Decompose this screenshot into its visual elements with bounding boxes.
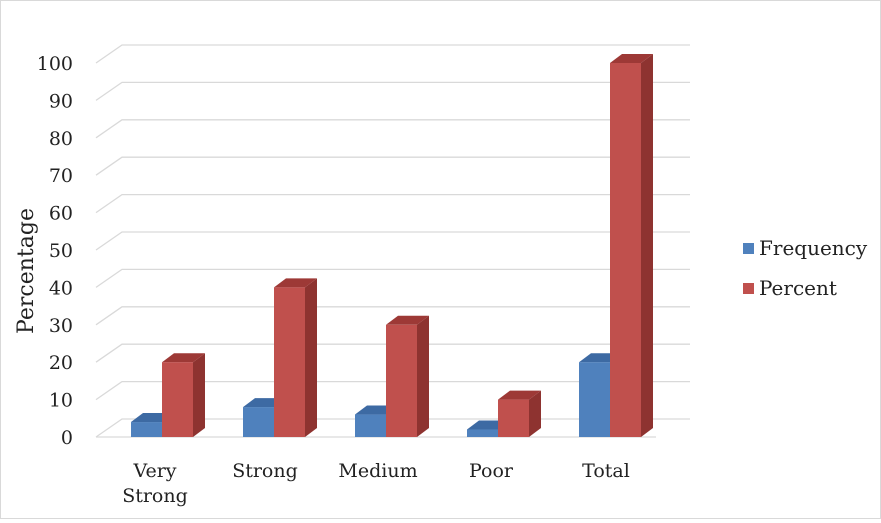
gridline [95,231,690,251]
gridline [95,380,690,401]
x-axis-categories: Very Strong Strong Medium Poor Total [122,460,630,507]
y-tick-label: 100 [37,53,73,75]
legend-label: Frequency [759,236,868,260]
gridline [95,119,690,139]
y-tick-label: 80 [49,128,73,150]
y-tick-label: 30 [49,315,73,337]
bar-percent-3 [498,390,541,437]
y-tick-label: 50 [49,240,73,262]
gridline [95,343,690,363]
y-axis-ticks: 0 10 20 30 40 50 60 70 80 90 100 [37,53,73,449]
legend-swatch [743,243,754,254]
y-tick-label: 60 [49,203,73,225]
gridline [95,193,690,214]
y-tick-label: 90 [49,90,73,112]
x-category-label: Poor [469,460,514,482]
legend-item-frequency: Frequency [743,236,868,260]
x-category-label: Strong [232,460,298,482]
bar-percent-1 [274,278,317,437]
y-tick-label: 40 [49,277,73,299]
gridline [95,44,690,64]
legend-item-percent: Percent [743,276,837,300]
x-category-label: Total [582,460,630,482]
bar-percent-4 [610,54,653,437]
y-axis-label: Percentage [14,208,39,334]
x-category-label: Very Strong [122,460,188,507]
legend: Frequency Percent [743,236,868,300]
legend-label: Percent [759,276,837,300]
gridline [95,306,690,326]
gridline [95,156,690,176]
gridline [95,81,690,101]
y-tick-label: 0 [61,427,73,449]
gridline [95,268,690,288]
y-tick-label: 20 [49,352,73,374]
y-tick-label: 10 [49,390,73,412]
bar-percent-0 [162,353,205,437]
y-tick-label: 70 [49,165,73,187]
x-category-label: Medium [338,460,417,482]
legend-swatch [743,283,754,294]
bar-percent-2 [386,315,429,437]
bars [131,54,653,437]
